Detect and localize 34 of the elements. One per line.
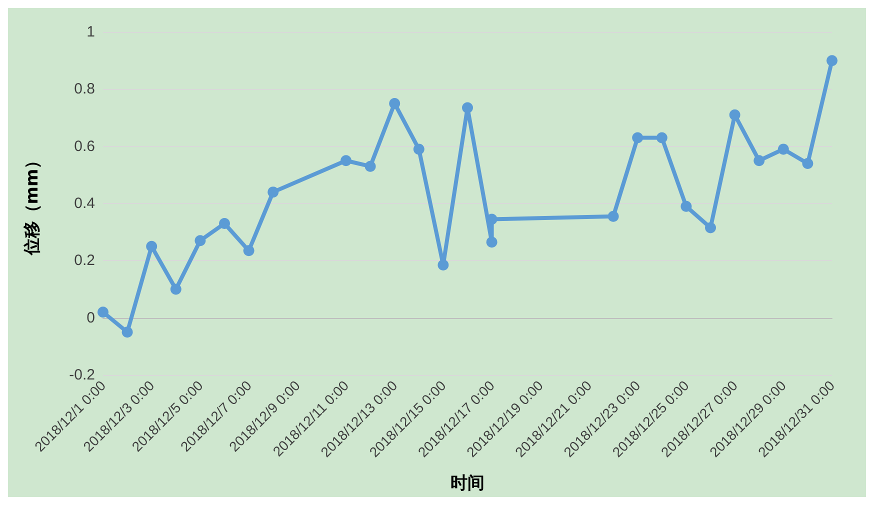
point <box>389 98 400 109</box>
point <box>802 158 814 169</box>
point <box>122 326 133 338</box>
y-tick-label: 1 <box>86 24 95 40</box>
point <box>413 144 424 155</box>
point <box>340 155 352 166</box>
x-axis-title: 时间 <box>450 474 484 494</box>
point <box>170 284 182 295</box>
point <box>705 222 716 234</box>
point <box>486 236 498 248</box>
y-tick-label: 0.6 <box>74 138 95 155</box>
point <box>194 235 206 246</box>
y-tick-label: 0.8 <box>74 80 95 98</box>
point <box>146 240 158 252</box>
point <box>364 160 376 172</box>
point <box>98 306 108 318</box>
point <box>438 259 449 270</box>
point <box>754 155 765 166</box>
point <box>632 132 644 144</box>
point <box>243 245 254 256</box>
point <box>729 109 740 120</box>
y-axis-title: 位移（mm） <box>22 152 42 256</box>
point <box>826 55 838 66</box>
point <box>608 210 619 222</box>
point <box>680 200 692 212</box>
y-tick-label: 0 <box>86 309 95 326</box>
y-tick-label: 0.2 <box>74 252 95 270</box>
point <box>268 186 279 198</box>
point <box>462 102 473 114</box>
point <box>778 144 789 155</box>
point <box>219 218 230 230</box>
point <box>656 132 668 144</box>
y-tick-label: 0.4 <box>74 195 95 212</box>
y-tick-label: -0.2 <box>69 366 95 384</box>
